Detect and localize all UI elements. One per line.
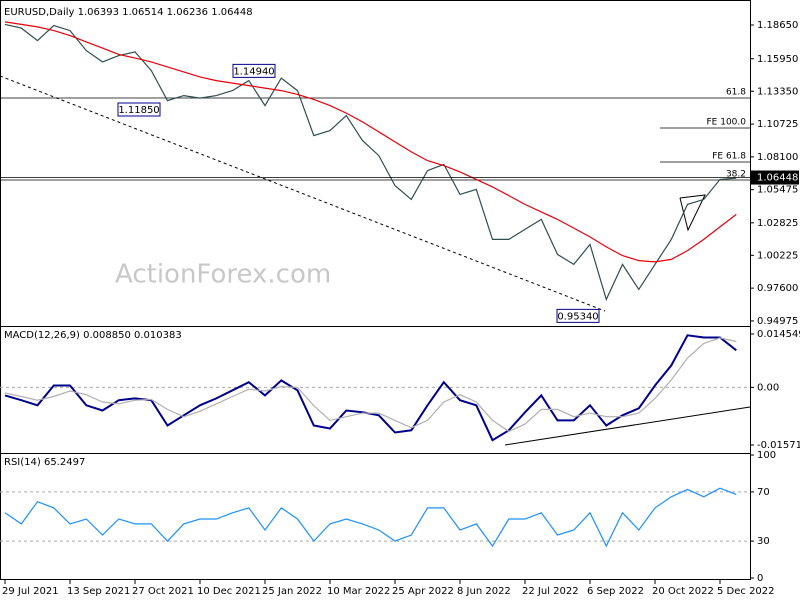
x-tick-label: 20 Oct 2022 xyxy=(652,586,714,597)
annotation-box xyxy=(232,63,276,78)
panel-title: EURUSD,Daily 1.06393 1.06514 1.06236 1.0… xyxy=(4,7,253,18)
y-tick-label: 1.13350 xyxy=(757,86,798,97)
y-tick-label: 0.97600 xyxy=(757,283,798,294)
y-tick-label: 100 xyxy=(757,450,776,461)
y-tick-label: 30 xyxy=(757,536,770,547)
watermark: ActionForex.com xyxy=(115,260,331,290)
annotation-box xyxy=(556,308,600,323)
y-tick-label: 1.08100 xyxy=(757,152,798,163)
series-line xyxy=(4,337,737,433)
level-label: 61.8 xyxy=(726,88,746,98)
series-line xyxy=(4,21,737,263)
annotation-label: 0.95340 xyxy=(557,311,598,322)
x-tick-label: 27 Oct 2021 xyxy=(132,586,194,597)
panel-title: MACD(12,26,9) 0.008850 0.010383 xyxy=(4,330,182,341)
annotation-label: 1.14940 xyxy=(233,66,274,77)
last-price-label: 1.06448 xyxy=(757,173,798,184)
x-tick-label: 6 Sep 2022 xyxy=(587,586,644,597)
flag-pattern xyxy=(679,194,706,232)
last-price-box xyxy=(751,170,799,185)
level-label: 38.2 xyxy=(726,170,746,180)
y-tick-label: 0.00 xyxy=(757,382,779,393)
x-tick-label: 8 Jun 2022 xyxy=(457,586,511,597)
y-tick-label: 70 xyxy=(757,487,770,498)
y-tick-label: 1.10725 xyxy=(757,119,798,130)
rsi-panel xyxy=(0,453,751,580)
series-line xyxy=(4,334,737,442)
macd-trend-line xyxy=(504,406,751,446)
x-tick-label: 22 Jul 2022 xyxy=(522,586,579,597)
level-label: FE 61.8 xyxy=(712,152,746,162)
panel-title: RSI(14) 65.2497 xyxy=(4,457,85,468)
x-tick-label: 10 Mar 2022 xyxy=(327,586,390,597)
y-tick-label: 1.02825 xyxy=(757,218,798,229)
x-tick-label: 13 Sep 2021 xyxy=(67,586,130,597)
x-tick-label: 5 Dec 2022 xyxy=(717,586,775,597)
y-tick-label: -0.015712 xyxy=(757,440,800,451)
y-tick-label: 1.15950 xyxy=(757,54,798,65)
annotation-label: 1.11850 xyxy=(118,105,159,116)
series-line xyxy=(4,487,737,548)
y-tick-label: 1.00225 xyxy=(757,250,798,261)
series-line xyxy=(4,23,737,302)
x-tick-label: 29 Jul 2021 xyxy=(2,586,59,597)
x-tick-label: 25 Apr 2022 xyxy=(392,586,454,597)
y-tick-label: 0 xyxy=(757,573,763,584)
y-tick-label: 1.18650 xyxy=(757,20,798,31)
x-tick-label: 10 Dec 2021 xyxy=(197,586,261,597)
y-tick-label: 1.05475 xyxy=(757,185,798,196)
x-tick-label: 25 Jan 2022 xyxy=(262,586,322,597)
annotation-box xyxy=(117,102,161,117)
y-tick-label: 0.014549 xyxy=(757,329,800,340)
trend-line xyxy=(0,75,606,312)
level-label: FE 100.0 xyxy=(707,118,747,128)
y-tick-label: 0.94975 xyxy=(757,316,798,327)
